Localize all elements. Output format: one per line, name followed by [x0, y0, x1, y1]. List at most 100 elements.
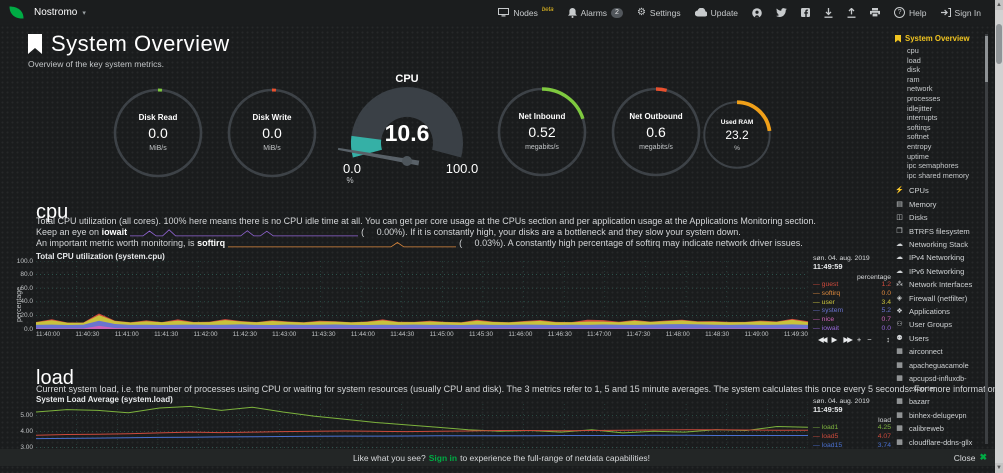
legend-entry-load1[interactable]: — load1 4.25 — [813, 424, 891, 433]
ytick-label: 0.0 — [23, 325, 33, 333]
sidebar-subitem-softirqs[interactable]: softirqs — [907, 122, 931, 132]
user-icon: ⚉ — [896, 334, 903, 342]
sidebar-scrollbar[interactable] — [985, 34, 988, 444]
legend-value: 3.74 — [877, 441, 891, 449]
zoom-out-icon[interactable]: − — [867, 335, 872, 344]
xtick-label: 11:49:30 — [783, 331, 808, 338]
cpu-chart-canvas[interactable] — [36, 260, 809, 330]
zoom-in-icon[interactable]: + — [856, 335, 862, 344]
chevron-down-icon[interactable]: ▾ — [82, 9, 86, 17]
legend-entry-iowait[interactable]: — iowait 0.0 — [813, 325, 891, 334]
nav-alarms[interactable]: Alarms 2 — [567, 7, 623, 18]
legend-unit: load — [878, 417, 891, 424]
memory-icon: ▤ — [896, 200, 903, 208]
sidebar-scrollbar-thumb[interactable] — [985, 36, 988, 82]
nav-signin[interactable]: Sign In — [940, 8, 981, 18]
nav-github[interactable] — [752, 7, 762, 18]
sidebar-subitem-ipc-semaphores[interactable]: ipc semaphores — [907, 161, 959, 171]
xtick-label: 11:47:00 — [587, 331, 612, 338]
gauge-net-inbound: Net Inbound 0.52 megabits/s — [496, 86, 588, 178]
sidebar-subitem-ipc-shared-memory[interactable]: ipc shared memory — [907, 170, 970, 180]
ytick-label: 60.0 — [20, 284, 33, 292]
sidebar-subitem-uptime[interactable]: uptime — [907, 151, 929, 161]
sidebar-item-btrfs-filesystem[interactable]: ❒ BTRFS filesystem — [895, 225, 995, 238]
nav-nodes[interactable]: Nodes beta — [498, 7, 554, 18]
sidebar-item-airconnect[interactable]: ▦ airconnect — [895, 345, 995, 359]
scroll-down-icon[interactable]: ▼ — [995, 463, 1003, 473]
signin-link[interactable]: Sign in — [428, 452, 458, 463]
sidebar-item-label: cloudflare-ddns-gllx — [909, 437, 973, 447]
ytick-label: 20.0 — [20, 311, 33, 319]
nav-settings[interactable]: ⚙ Settings — [637, 7, 681, 18]
iowait-sparkline — [130, 229, 359, 237]
nav-update[interactable]: Update — [694, 8, 738, 18]
rewind-icon[interactable]: ◀◀ — [818, 335, 827, 344]
nav-help[interactable]: ? Help — [894, 7, 927, 18]
ytick-label: 40.0 — [20, 298, 33, 306]
sidebar-subitem-disk[interactable]: disk — [907, 65, 920, 75]
cpu-chart-plot[interactable] — [36, 260, 809, 330]
scrollbar-thumb[interactable] — [996, 24, 1002, 64]
fast-forward-icon[interactable]: ▶▶ — [843, 335, 852, 344]
legend-entry-system[interactable]: — system 5.2 — [813, 307, 891, 316]
nav-help-label: Help — [909, 7, 927, 18]
sidebar-subitem-network[interactable]: network — [907, 84, 933, 94]
hostname-dropdown[interactable]: Nostromo — [34, 7, 78, 18]
sidebar-item-label: IPv4 Networking — [909, 253, 965, 263]
legend-entry-user[interactable]: — user 3.4 — [813, 299, 891, 308]
xtick-label: 11:41:00 — [114, 331, 139, 338]
nav-facebook[interactable] — [801, 8, 811, 17]
legend-entry-guest[interactable]: — guest 1.2 — [813, 281, 891, 290]
sidebar-item-ipv4-networking[interactable]: ☁ IPv4 Networking — [895, 251, 995, 264]
sidebar-subitem-idlejitter[interactable]: idlejitter — [907, 103, 933, 113]
sidebar-item-firewall-netfilter-[interactable]: ◈ Firewall (netfilter) — [895, 292, 995, 305]
sidebar-subitem-load[interactable]: load — [907, 55, 921, 65]
text: A constantly high percentage of softirq … — [505, 238, 803, 248]
scroll-up-icon[interactable]: ▲ — [995, 0, 1003, 10]
iowait-value: ( 0.00%). — [361, 227, 408, 237]
close-button[interactable]: Close ✖ — [954, 449, 987, 466]
legend-value: 0.7 — [881, 316, 891, 324]
sidebar-subitem-cpu[interactable]: cpu — [907, 46, 919, 55]
sidebar-item-system-overview[interactable]: System Overview — [895, 34, 995, 43]
resize-icon[interactable]: ↕ — [886, 335, 890, 344]
legend-entry-load5[interactable]: — load5 4.07 — [813, 433, 891, 442]
sidebar-item-cloudflare-ddns-gllx[interactable]: ▦ cloudflare-ddns-gllx — [895, 436, 995, 450]
sidebar-item-disks[interactable]: ◫ Disks — [895, 211, 995, 224]
sidebar-item-memory[interactable]: ▤ Memory — [895, 198, 995, 211]
sidebar-item-apacheguacamole[interactable]: ▦ apacheguacamole — [895, 359, 995, 373]
netdata-logo-icon[interactable] — [8, 4, 25, 21]
sidebar-subitem-ram[interactable]: ram — [907, 74, 920, 84]
sidebar-item-ipv6-networking[interactable]: ☁ IPv6 Networking — [895, 265, 995, 278]
sidebar-subitem-processes[interactable]: processes — [907, 93, 941, 103]
window-scrollbar[interactable]: ▲ ▼ — [995, 0, 1003, 473]
nav-upload[interactable] — [847, 7, 856, 18]
sidebar-item-binhex-delugevpn[interactable]: ▦ binhex-delugevpn — [895, 409, 995, 423]
load-chart-canvas[interactable] — [35, 404, 809, 449]
sidebar-subitem-softnet[interactable]: softnet — [907, 132, 929, 142]
sidebar-item-applications[interactable]: ❖ Applications — [895, 305, 995, 318]
nav-twitter[interactable] — [776, 8, 787, 17]
sidebar-item-user-groups[interactable]: ⚇ User Groups — [895, 318, 995, 331]
legend-entry-softirq[interactable]: — softirq 0.0 — [813, 290, 891, 299]
legend-entry-nice[interactable]: — nice 0.7 — [813, 316, 891, 325]
legend-entry-load15[interactable]: — load15 3.74 — [813, 442, 891, 451]
sidebar-item-label: Memory — [909, 199, 937, 209]
sidebar-item-apcupsd-influxdb-exporter[interactable]: ▦ apcupsd-influxdb-exporter — [895, 372, 995, 395]
legend-name: — load5 — [813, 432, 839, 440]
sidebar-subitem-interrupts[interactable]: interrupts — [907, 113, 938, 123]
sidebar-item-bazarr[interactable]: ▦ bazarr — [895, 395, 995, 409]
sidebar-subitem-entropy[interactable]: entropy — [907, 141, 932, 151]
ytick-label: 4.00 — [20, 427, 33, 435]
load-chart-plot[interactable] — [35, 404, 809, 449]
nav-print[interactable] — [870, 8, 881, 17]
sidebar-item-users[interactable]: ⚉ Users — [895, 332, 995, 345]
sidebar-item-cpus[interactable]: ⚡ CPUs — [895, 184, 995, 197]
play-icon[interactable]: ▶ — [831, 335, 838, 344]
sidebar-submenu: cpu load disk ram network processes idlejitter… — [907, 46, 995, 180]
softirq-value: ( 0.03%). — [459, 238, 506, 248]
nav-download[interactable] — [824, 7, 833, 18]
sidebar-item-network-interfaces[interactable]: ⁂ Network Interfaces — [895, 278, 995, 291]
sidebar-item-networking-stack[interactable]: ☁ Networking Stack — [895, 238, 995, 251]
sidebar-item-calibreweb[interactable]: ▦ calibreweb — [895, 422, 995, 436]
